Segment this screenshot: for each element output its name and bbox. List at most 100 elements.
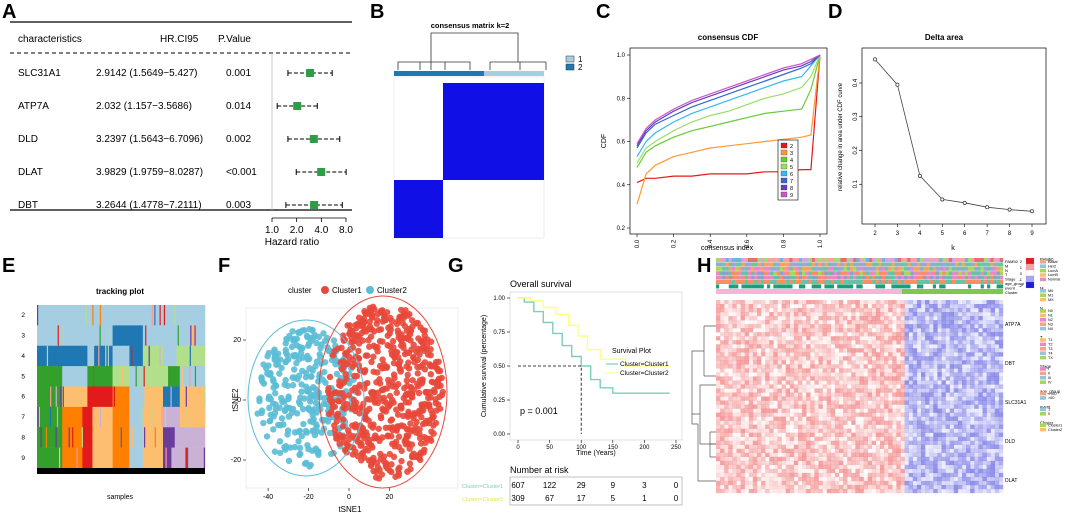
heatmap-cell	[847, 384, 851, 388]
heatmap-cell	[921, 412, 926, 417]
heatmap-cell	[896, 440, 901, 445]
heatmap-cell	[937, 436, 942, 441]
heatmap-cell	[912, 472, 918, 478]
heatmap-track-cell	[833, 284, 838, 289]
heatmap-cell	[966, 392, 971, 397]
heatmap-cell	[966, 452, 971, 458]
heatmap-cell	[867, 388, 872, 393]
heatmap-cell	[875, 448, 881, 453]
heatmap-cell	[912, 464, 918, 470]
heatmap-cell	[974, 380, 979, 385]
heatmap-cell	[912, 360, 918, 365]
heatmap-cell	[966, 328, 971, 333]
heatmap-cell	[752, 324, 758, 329]
heatmap-cell	[724, 416, 729, 421]
heatmap-cell	[998, 372, 1004, 377]
heatmap-cell	[757, 424, 762, 429]
heatmap-track-cell	[996, 280, 1001, 284]
heatmap-cell	[871, 308, 877, 313]
heatmap-cell	[843, 360, 847, 364]
tsne-point-cluster1	[345, 392, 353, 399]
heatmap-track-cell	[716, 258, 720, 262]
heatmap-cell	[863, 328, 868, 333]
cdf-x-tick-label: 0.2	[672, 239, 678, 248]
heatmap-cell	[953, 408, 959, 413]
heatmap-track-cell	[830, 280, 835, 284]
tsne-x-tick-label: -20	[303, 494, 313, 501]
heatmap-cell	[859, 436, 864, 441]
tsne-point-cluster1	[340, 404, 347, 411]
heatmap-cell	[892, 340, 897, 345]
heatmap-track-cell	[885, 284, 889, 289]
heatmap-cell	[785, 452, 790, 458]
heatmap-cell	[892, 396, 897, 401]
heatmap-cell	[880, 340, 885, 345]
heatmap-cell	[937, 324, 942, 329]
heatmap-track-cell	[897, 275, 902, 280]
heatmap-track-cell	[849, 258, 854, 262]
heatmap-cell	[867, 392, 872, 397]
heatmap-cell	[818, 384, 823, 389]
heatmap-cell	[986, 376, 991, 381]
heatmap-cell	[769, 452, 774, 458]
heatmap-cell	[912, 384, 918, 389]
heatmap-cell	[843, 332, 848, 337]
heatmap-cell	[740, 308, 745, 313]
heatmap-track-cell	[735, 266, 739, 271]
heatmap-cell	[925, 356, 930, 361]
heatmap-cell	[843, 304, 848, 309]
heatmap-cell	[798, 460, 803, 466]
heatmap-cell	[908, 428, 913, 433]
heatmap-cell	[802, 328, 807, 333]
tsne-point-cluster2	[306, 386, 313, 393]
heatmap-cell	[720, 460, 725, 466]
tracking-segment	[112, 386, 130, 408]
heatmap-cell	[962, 460, 967, 466]
heatmap-cell	[744, 456, 749, 462]
heatmap-cell	[937, 364, 942, 369]
heatmap-cell	[830, 400, 836, 405]
heatmap-cell	[777, 352, 782, 357]
heatmap-cell	[908, 336, 913, 341]
heatmap-track-cell	[961, 258, 965, 262]
heatmap-track-cell	[795, 262, 800, 267]
heatmap-track-cell	[983, 271, 988, 276]
heatmap-cell	[904, 408, 909, 413]
heatmap-cell	[744, 460, 749, 466]
heatmap-track-cell	[773, 258, 777, 262]
heatmap-cell	[785, 324, 790, 329]
heatmap-track-cell	[735, 258, 739, 262]
heatmap-track-cell	[942, 266, 946, 271]
heatmap-cell	[888, 372, 893, 377]
heatmap-cell	[929, 456, 934, 462]
heatmap-cell	[834, 332, 840, 337]
heatmap-cell	[798, 344, 803, 349]
delta-point	[985, 205, 990, 210]
heatmap-cell	[966, 364, 971, 369]
heatmap-cell	[736, 344, 741, 349]
heatmap-cell	[778, 453, 782, 457]
heatmap-cell	[781, 312, 786, 317]
heatmap-cell	[900, 340, 905, 345]
heatmap-track-cell	[776, 280, 780, 284]
heatmap-cell	[748, 432, 754, 437]
heatmap-track-cell	[741, 284, 745, 289]
heatmap-cell	[863, 464, 868, 470]
heatmap-cell	[744, 336, 749, 341]
heatmap-cell	[728, 424, 733, 429]
heatmap-cell	[949, 468, 954, 474]
heatmap-cell	[839, 404, 844, 409]
heatmap-track-cell	[754, 262, 758, 267]
heatmap-track-cell	[907, 271, 911, 276]
heatmap-track-cell	[977, 262, 981, 267]
heatmap-cell	[834, 456, 840, 462]
heatmap-cell	[757, 452, 762, 458]
heatmap-cell	[966, 352, 971, 357]
heatmap-cell	[904, 456, 909, 462]
heatmap-cell	[728, 472, 733, 478]
heatmap-cell	[990, 372, 995, 377]
heatmap-cell	[941, 412, 946, 417]
heatmap-cell	[806, 340, 810, 344]
heatmap-cell	[871, 316, 877, 321]
tsne-y-tick-label: -20	[231, 457, 241, 464]
